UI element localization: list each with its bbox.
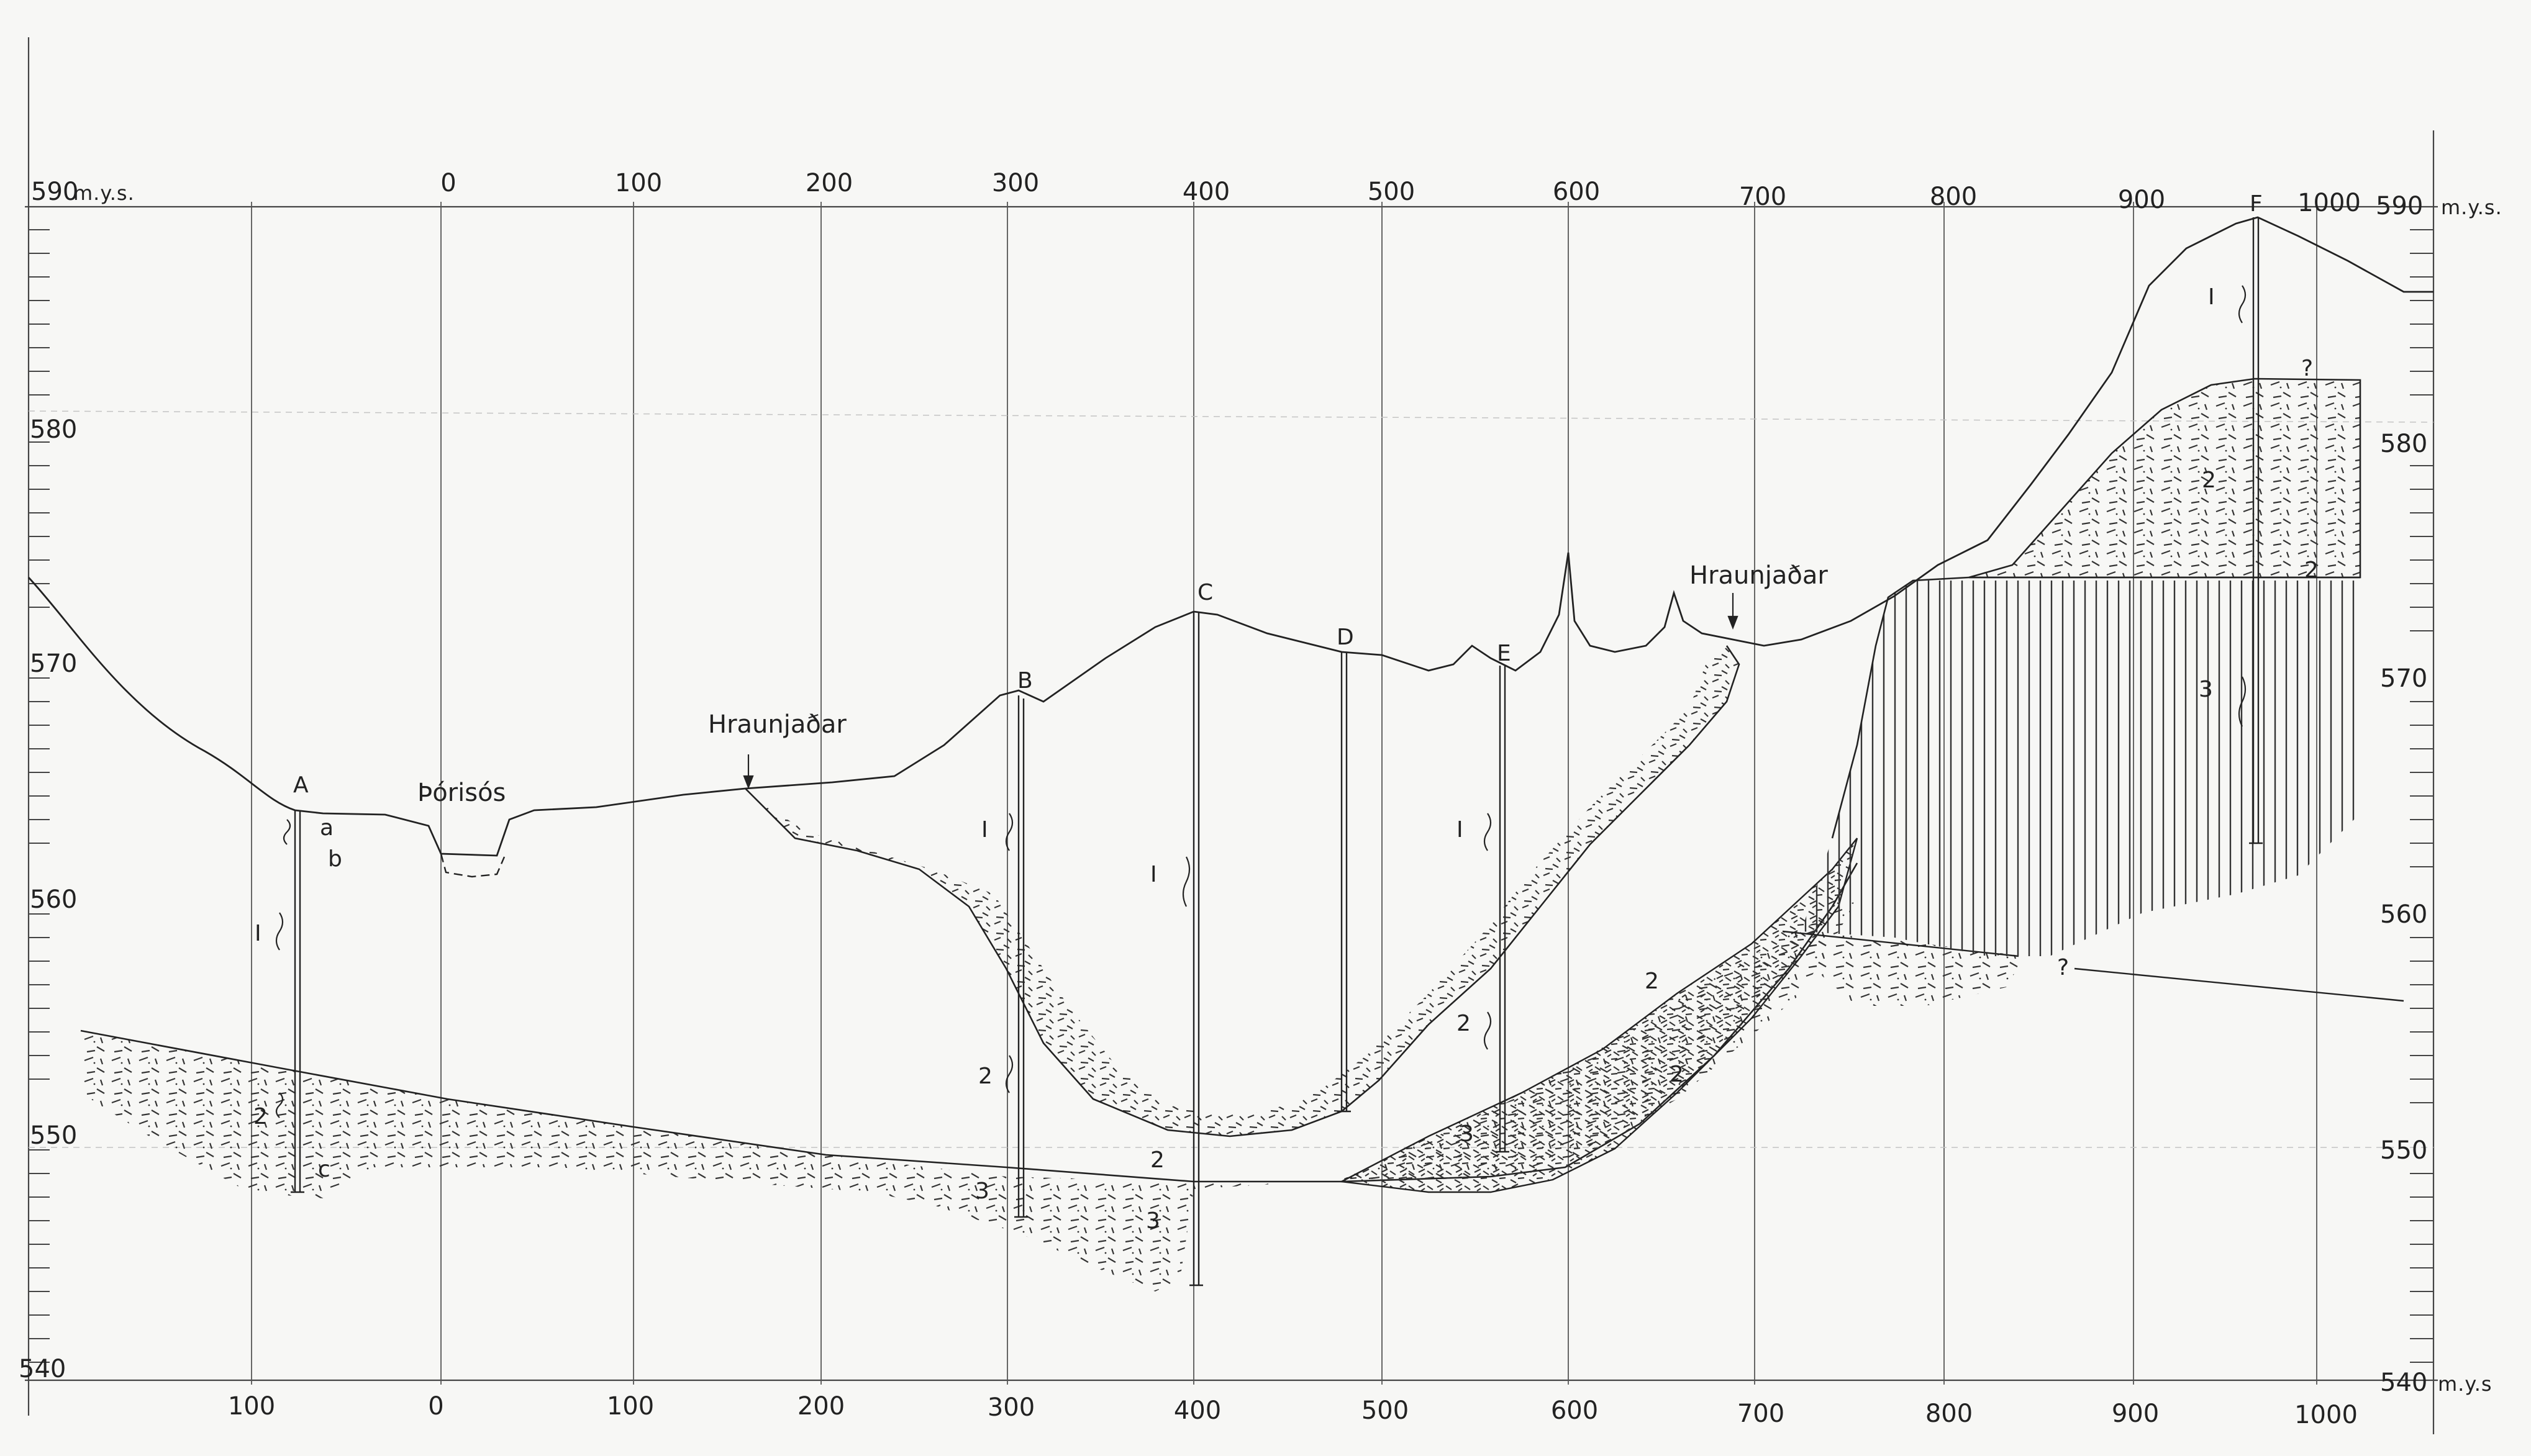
borehole-labels: A B C D E F [293, 191, 2263, 798]
bottom-tick-500: 500 [1361, 1396, 1409, 1425]
subdivision-c: c [318, 1157, 330, 1182]
borehole-label-f: F [2250, 191, 2263, 217]
borehole-d [1337, 652, 1351, 1113]
bottom-tick-300: 300 [988, 1393, 1035, 1422]
bedrock-columnar [1801, 581, 2360, 956]
borehole-label-d: D [1337, 625, 1354, 650]
layer-2-at-e: 2 [1456, 1011, 1471, 1036]
layer-1-at-c: I [1150, 862, 1157, 887]
layer-2-middle-upper: 2 [1645, 969, 1659, 994]
bottom-tick-100-left: 100 [228, 1392, 275, 1421]
place-hraunjadar-left: Hraunjaðar [708, 710, 847, 739]
place-labels: Þórisós Hraunjaðar Hraunjaðar [417, 561, 1828, 807]
unknown-boundary-line [2074, 967, 2404, 1002]
lava-band [745, 646, 1739, 1136]
bottom-axis: 540 540 m.y.s 100 0 100 200 300 400 500 … [19, 1355, 2492, 1429]
bedrock-left-edge [1831, 576, 1970, 839]
borehole-a [291, 810, 304, 1193]
top-axis: 590 m.y.s. 590 m.y.s. 0 100 200 300 400 … [31, 169, 2502, 220]
top-tick-800: 800 [1930, 183, 1977, 211]
layer-2-at-c: 2 [1150, 1147, 1165, 1173]
layer-2-at-a: 2 [253, 1104, 268, 1129]
top-tick-500: 500 [1368, 178, 1415, 206]
bottom-tick-100: 100 [607, 1392, 654, 1421]
subdivision-b: b [328, 846, 342, 872]
right-elevation-labels: 580 570 560 550 [2380, 430, 2427, 1165]
lower-sediment-layer [81, 900, 1857, 1291]
bottom-tick-200: 200 [797, 1392, 845, 1421]
top-right-unit: m.y.s. [2441, 196, 2502, 219]
left-elev-550: 550 [30, 1121, 77, 1150]
brace-marks [275, 285, 2247, 1118]
right-elev-550: 550 [2380, 1136, 2427, 1165]
top-right-elevation: 590 [2376, 192, 2423, 220]
bottom-tick-400: 400 [1174, 1396, 1221, 1425]
bottom-tick-600: 600 [1551, 1396, 1598, 1425]
top-tick-100: 100 [615, 169, 662, 197]
place-hraunjadar-right: Hraunjaðar [1689, 561, 1828, 590]
left-elev-580: 580 [30, 415, 77, 444]
top-left-elevation: 590 [31, 178, 78, 206]
right-elev-570: 570 [2380, 664, 2427, 693]
upper-right-sediment [1968, 378, 2361, 579]
top-tick-200: 200 [806, 169, 853, 197]
bottom-right-unit: m.y.s [2438, 1372, 2492, 1396]
layer-2-at-f-base: 2 [2304, 558, 2319, 583]
top-tick-600: 600 [1553, 178, 1600, 206]
right-elev-580: 580 [2380, 430, 2427, 458]
bottom-left-elevation: 540 [19, 1355, 66, 1383]
layer-1-at-e: I [1456, 817, 1463, 843]
layer-2-at-b: 2 [978, 1064, 993, 1089]
subdivision-a: a [320, 815, 334, 841]
hraunjadar-arrows [743, 593, 1738, 790]
left-elev-570: 570 [30, 649, 77, 678]
borehole-label-a: A [293, 772, 309, 798]
lake-bottom [440, 853, 506, 878]
top-tick-400: 400 [1183, 178, 1230, 206]
bottom-tick-900: 900 [2112, 1399, 2159, 1428]
top-tick-1000: 1000 [2297, 189, 2361, 217]
layer-1-at-b: I [981, 817, 988, 843]
borehole-c [1189, 612, 1203, 1286]
top-left-unit: m.y.s. [73, 181, 135, 205]
layer-1-at-f: I [2208, 284, 2215, 310]
lava-base-line [745, 645, 1740, 1137]
bottom-tick-700: 700 [1737, 1399, 1784, 1428]
bottom-tick-1000: 1000 [2294, 1401, 2358, 1429]
layer-3-at-f: 3 [2199, 677, 2213, 702]
layer-numbers: I 2 I 2 3 I 2 3 I 2 3 2 2 I 2 2 3 ? ? [253, 284, 2319, 1234]
layer-3-at-b: 3 [975, 1178, 989, 1204]
top-tick-0: 0 [440, 169, 456, 197]
top-tick-900: 900 [2118, 186, 2165, 214]
borehole-b [1014, 695, 1028, 1218]
bottom-tick-0: 0 [428, 1392, 443, 1421]
borehole-label-b: B [1017, 668, 1033, 694]
unknown-mark-top: ? [2301, 356, 2313, 381]
left-elev-560: 560 [30, 885, 77, 914]
ground-surface [27, 216, 2433, 857]
borehole-label-c: C [1197, 580, 1213, 605]
right-elev-560: 560 [2380, 900, 2427, 929]
layer-1-at-a: I [255, 921, 261, 946]
top-tick-700: 700 [1739, 183, 1786, 211]
bottom-right-elevation: 540 [2380, 1368, 2427, 1397]
left-elevation-labels: 580 570 560 550 [30, 415, 77, 1150]
place-thorisos: Þórisós [417, 779, 506, 807]
layer-3-at-e: 3 [1460, 1121, 1474, 1147]
borehole-a-subdivisions: a b c [318, 815, 342, 1182]
layer-2-at-f: 2 [2202, 468, 2216, 493]
borehole-label-e: E [1497, 641, 1511, 666]
layer-3-at-c: 3 [1146, 1208, 1160, 1234]
borehole-f [2249, 217, 2263, 844]
borehole-e [1496, 666, 1509, 1153]
faint-elevation-lines [28, 410, 2434, 1148]
bottom-tick-800: 800 [1925, 1399, 1973, 1428]
left-minor-ticks [29, 229, 50, 1363]
right-minor-ticks [2410, 229, 2433, 1363]
top-tick-300: 300 [992, 169, 1039, 197]
layer-2-middle-lower: 2 [1670, 1062, 1684, 1087]
boreholes [291, 217, 2263, 1286]
unknown-mark-lower: ? [2057, 955, 2069, 980]
